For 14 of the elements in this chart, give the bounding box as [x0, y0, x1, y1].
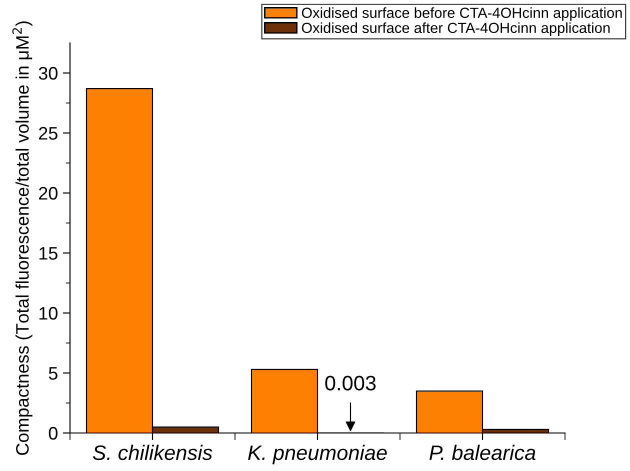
- y-tick-label: 15: [39, 247, 58, 260]
- y-tick-label: 0: [48, 426, 58, 440]
- y-axis-title: Compactness (Total fluorescence/total volume in μM$^{2}$): [12, 21, 32, 455]
- annotation: 0.003: [325, 376, 376, 390]
- y-tick-label: 5: [48, 367, 58, 380]
- y-tick-label: 25: [39, 126, 58, 140]
- x-tick-label: K. pneumoniae: [248, 444, 387, 464]
- x-tick-label: P. balearica: [429, 444, 536, 460]
- x-tick-label: S. chilikensis: [92, 444, 212, 460]
- legend-label: Oxidised surface after CTA-4OHcinn application: [302, 22, 610, 36]
- y-tick-label: 30: [38, 66, 58, 80]
- y-tick-label: 10: [39, 306, 58, 320]
- legend-label: Oxidised surface before CTA-4OHcinn application: [302, 7, 622, 21]
- y-tick-label: 20: [39, 186, 58, 200]
